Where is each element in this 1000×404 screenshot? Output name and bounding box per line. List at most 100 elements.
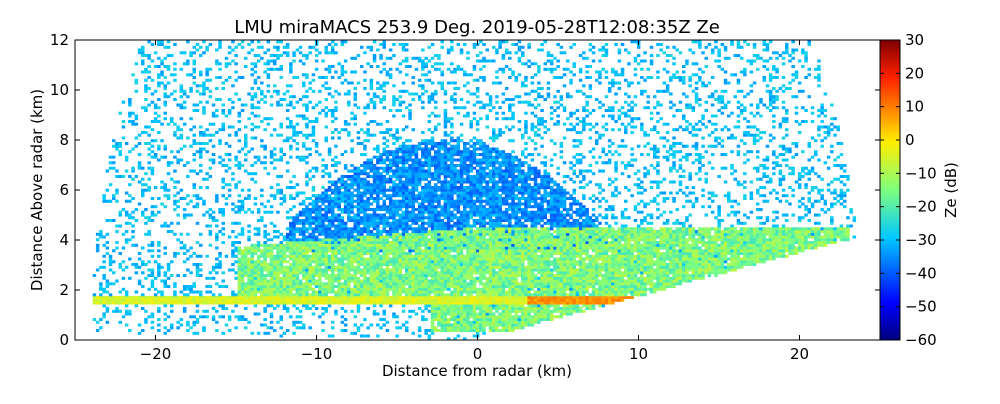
- reflectivity-cell: [601, 298, 605, 302]
- reflectivity-cell: [453, 263, 457, 266]
- reflectivity-cell: [572, 246, 576, 250]
- reflectivity-cell: [501, 235, 506, 239]
- reflectivity-cell: [405, 238, 409, 242]
- reflectivity-cell: [707, 230, 712, 234]
- reflectivity-cell: [173, 232, 177, 236]
- reflectivity-cell: [685, 249, 689, 253]
- reflectivity-cell: [263, 274, 267, 277]
- reflectivity-cell: [521, 276, 525, 280]
- reflectivity-cell: [627, 246, 631, 250]
- reflectivity-cell: [514, 301, 518, 305]
- reflectivity-cell: [411, 265, 415, 269]
- reflectivity-cell: [360, 287, 364, 291]
- reflectivity-cell: [192, 323, 196, 327]
- reflectivity-cell: [314, 296, 319, 299]
- reflectivity-cell: [208, 271, 213, 275]
- reflectivity-cell: [414, 252, 419, 255]
- reflectivity-cell: [350, 287, 354, 291]
- reflectivity-cell: [643, 260, 647, 264]
- reflectivity-cell: [430, 282, 435, 286]
- reflectivity-cell: [186, 301, 190, 305]
- reflectivity-cell: [453, 285, 457, 288]
- reflectivity-cell: [475, 301, 480, 305]
- reflectivity-cell: [160, 296, 164, 299]
- reflectivity-cell: [440, 296, 444, 299]
- reflectivity-cell: [488, 301, 493, 305]
- reflectivity-cell: [234, 301, 238, 305]
- reflectivity-cell: [549, 271, 554, 275]
- reflectivity-cell: [456, 252, 461, 255]
- reflectivity-cell: [514, 290, 518, 294]
- reflectivity-cell: [314, 274, 319, 277]
- reflectivity-cell: [482, 249, 486, 253]
- reflectivity-cell: [617, 230, 622, 234]
- reflectivity-cell: [640, 254, 644, 258]
- reflectivity-cell: [656, 260, 660, 264]
- reflectivity-cell: [533, 268, 538, 272]
- reflectivity-cell: [440, 254, 444, 258]
- reflectivity-cell: [463, 243, 467, 247]
- reflectivity-cell: [569, 293, 573, 297]
- reflectivity-cell: [595, 246, 599, 250]
- reflectivity-cell: [479, 263, 483, 266]
- reflectivity-cell: [717, 271, 721, 275]
- reflectivity-cell: [508, 298, 512, 302]
- reflectivity-cell: [498, 304, 502, 308]
- reflectivity-cell: [318, 241, 322, 244]
- reflectivity-cell: [556, 282, 560, 286]
- reflectivity-cell: [141, 307, 145, 310]
- reflectivity-cell: [182, 252, 187, 255]
- reflectivity-cell: [492, 230, 496, 234]
- reflectivity-cell: [430, 276, 435, 280]
- reflectivity-cell: [688, 232, 692, 236]
- reflectivity-cell: [469, 254, 473, 258]
- reflectivity-cell: [492, 293, 496, 297]
- reflectivity-cell: [240, 249, 245, 253]
- reflectivity-cell: [578, 271, 583, 275]
- reflectivity-cell: [446, 238, 451, 242]
- reflectivity-cell: [398, 232, 403, 236]
- reflectivity-cell: [450, 263, 454, 266]
- reflectivity-cell: [556, 252, 560, 255]
- reflectivity-cell: [595, 271, 599, 275]
- reflectivity-cell: [179, 246, 184, 250]
- reflectivity-cell: [646, 274, 650, 277]
- reflectivity-cell: [401, 301, 406, 305]
- reflectivity-cell: [234, 260, 238, 264]
- reflectivity-cell: [585, 287, 589, 291]
- reflectivity-cell: [543, 290, 547, 294]
- reflectivity-cell: [569, 243, 573, 247]
- reflectivity-cell: [453, 337, 457, 340]
- reflectivity-cell: [765, 243, 770, 247]
- reflectivity-cell: [385, 246, 390, 250]
- reflectivity-cell: [311, 290, 316, 294]
- reflectivity-cell: [582, 260, 586, 264]
- reflectivity-cell: [343, 309, 348, 313]
- reflectivity-cell: [498, 265, 502, 269]
- reflectivity-cell: [459, 249, 464, 253]
- reflectivity-cell: [723, 232, 728, 236]
- reflectivity-cell: [247, 249, 251, 253]
- reflectivity-cell: [482, 243, 486, 247]
- reflectivity-cell: [430, 329, 435, 332]
- reflectivity-cell: [559, 235, 564, 239]
- reflectivity-cell: [450, 285, 454, 288]
- reflectivity-cell: [797, 238, 802, 242]
- reflectivity-cell: [707, 243, 712, 247]
- reflectivity-cell: [588, 263, 593, 266]
- reflectivity-cell: [356, 276, 361, 280]
- reflectivity-cell: [759, 246, 763, 250]
- reflectivity-cell: [575, 249, 580, 253]
- reflectivity-cell: [540, 232, 544, 236]
- reflectivity-cell: [360, 298, 364, 302]
- reflectivity-cell: [459, 285, 464, 288]
- reflectivity-cell: [566, 287, 570, 291]
- reflectivity-cell: [179, 232, 184, 236]
- reflectivity-cell: [521, 265, 525, 269]
- reflectivity-cell: [295, 307, 300, 310]
- reflectivity-cell: [710, 238, 715, 242]
- reflectivity-cell: [356, 268, 361, 272]
- reflectivity-cell: [492, 307, 496, 310]
- reflectivity-cell: [137, 301, 142, 305]
- reflectivity-cell: [221, 232, 225, 236]
